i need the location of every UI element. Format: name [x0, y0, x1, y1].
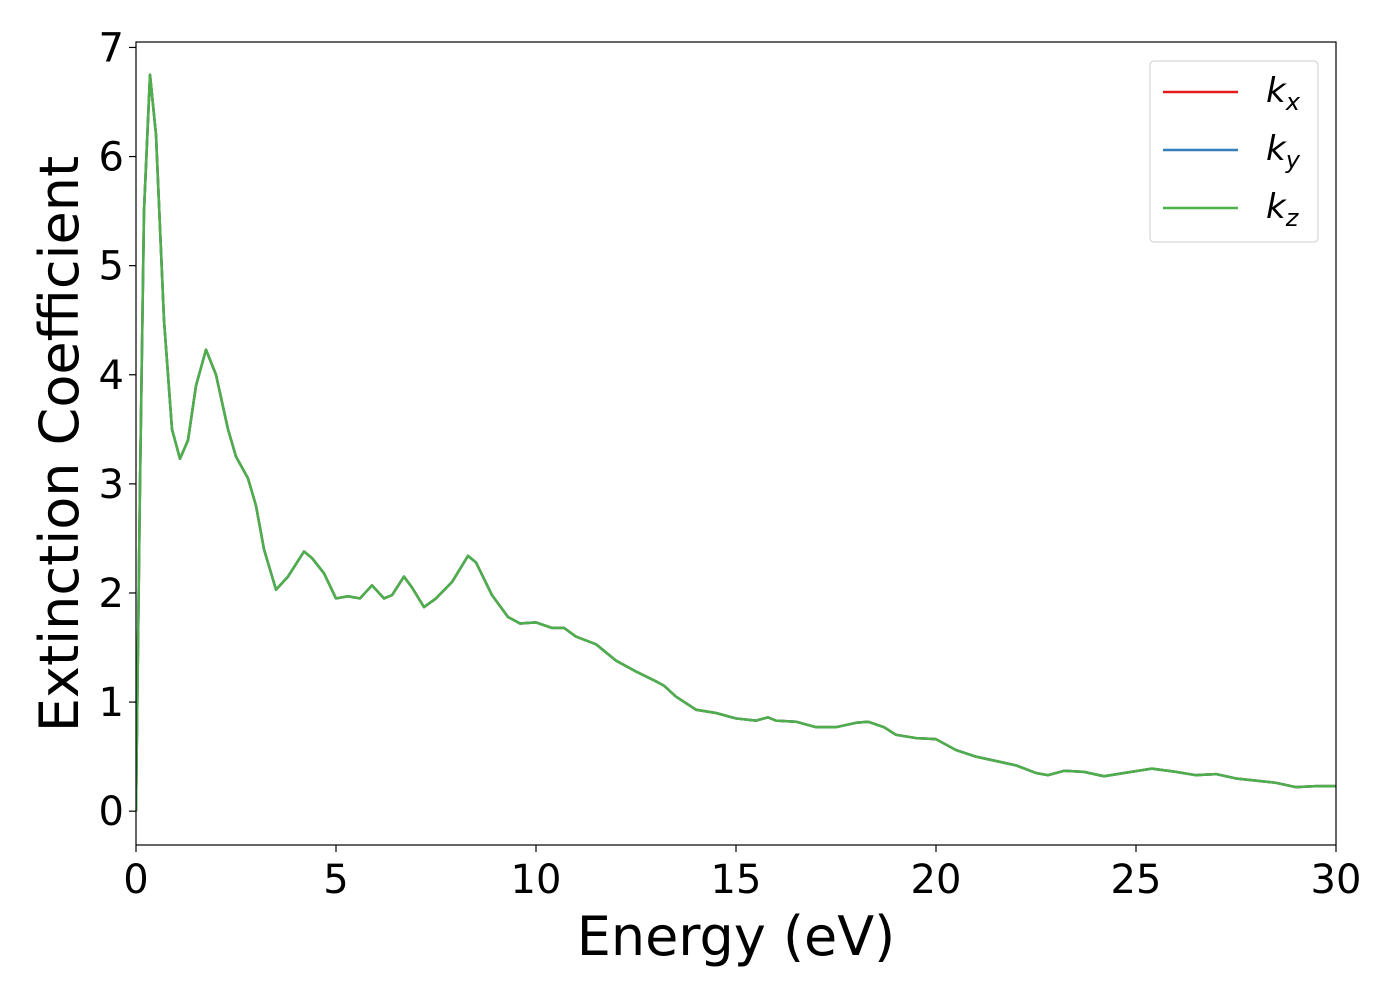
y-tick-label: 7: [99, 25, 124, 71]
y-tick-label: 0: [99, 789, 124, 835]
y-tick-label: 4: [99, 353, 124, 399]
x-tick-label: 20: [911, 857, 962, 903]
legend-label: kx: [1266, 71, 1301, 116]
x-tick-label: 10: [511, 857, 562, 903]
x-tick-label: 30: [1311, 857, 1362, 903]
y-axis-label: Extinction Coefficient: [28, 156, 91, 732]
y-tick-label: 2: [99, 571, 124, 617]
y-tick-label: 1: [99, 680, 124, 726]
legend-label: kz: [1266, 187, 1300, 232]
legend-box: [1149, 60, 1319, 243]
data-line: [136, 73, 1336, 812]
plot-frame: [135, 41, 1337, 846]
x-tick-label: 15: [711, 857, 762, 903]
x-axis-label: Energy (eV): [577, 905, 896, 968]
y-tick-label: 6: [99, 135, 124, 181]
y-tick-label: 3: [99, 462, 124, 508]
x-tick-label: 0: [123, 857, 148, 903]
x-tick-label: 5: [323, 857, 348, 903]
x-tick-label: 25: [1111, 857, 1162, 903]
legend-label: ky: [1266, 129, 1301, 174]
y-tick-label: 5: [99, 244, 124, 290]
